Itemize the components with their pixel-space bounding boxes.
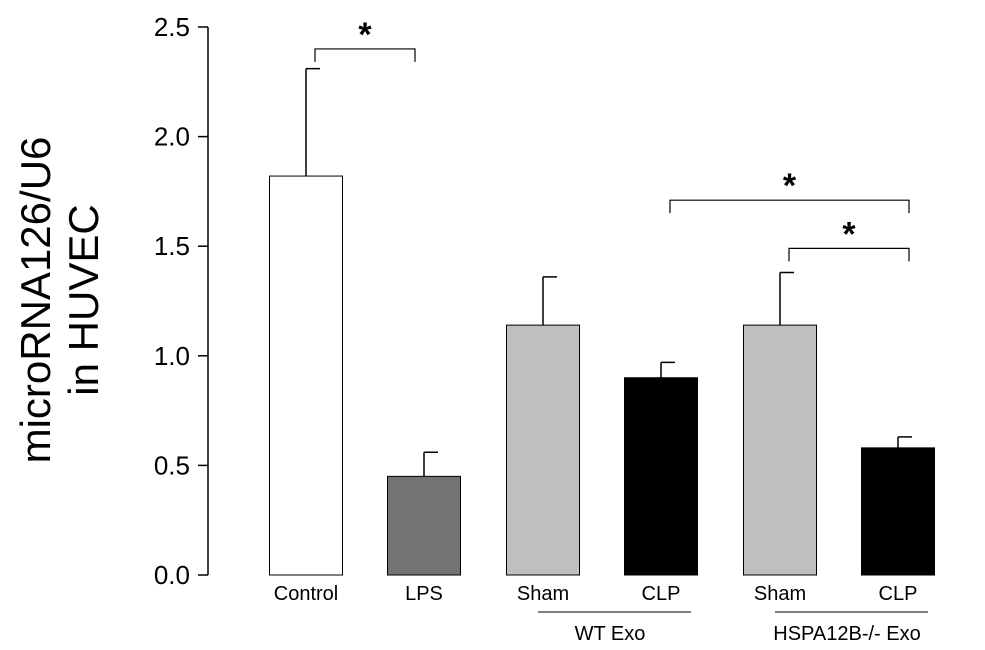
y-axis-title: microRNA126/U6in HUVEC (12, 137, 107, 464)
significance-bracket (788, 247, 910, 262)
group-label: WT Exo (575, 623, 646, 645)
bar-clp-3 (624, 377, 698, 576)
y-tick-label: 1.0 (154, 341, 190, 371)
y-axis-title-line: microRNA126/U6 (12, 137, 59, 464)
x-tick-label: Control (274, 583, 338, 605)
bar-sham-2 (506, 324, 580, 576)
significance-bracket (314, 48, 416, 62)
significance-star: * (783, 167, 797, 205)
bar-control-0 (269, 175, 343, 576)
error-bars (305, 67, 912, 477)
x-tick-label: Sham (754, 583, 806, 605)
bars (269, 175, 935, 576)
bar-lps-1 (387, 475, 461, 576)
significance-star: * (358, 16, 372, 54)
x-tick-label: CLP (642, 583, 681, 605)
x-tick-label: CLP (879, 583, 918, 605)
y-tick-label: 0.0 (154, 560, 190, 590)
axes: 0.0 0.5 1.0 1.5 2.0 2.5 (154, 12, 209, 590)
x-tick-label: Sham (517, 583, 569, 605)
x-tick-labels: Control LPS Sham CLP Sham CLP (274, 583, 918, 605)
group-labels: WT Exo HSPA12B-/- Exo (538, 611, 928, 645)
significance-bracket (669, 199, 910, 214)
significance-brackets: * * * (314, 16, 910, 262)
x-tick-label: LPS (405, 583, 443, 605)
bar-sham-4 (743, 324, 817, 576)
bar-clp-5 (861, 447, 935, 576)
significance-star: * (842, 215, 856, 253)
y-tick-label: 1.5 (154, 231, 190, 261)
y-tick-label: 0.5 (154, 450, 190, 480)
group-label: HSPA12B-/- Exo (773, 623, 920, 645)
y-tick-label: 2.0 (154, 122, 190, 152)
y-tick-label: 2.5 (154, 12, 190, 42)
y-axis-title-line: in HUVEC (60, 204, 107, 395)
y-axis-label: microRNA126/U6in HUVEC (12, 137, 107, 464)
